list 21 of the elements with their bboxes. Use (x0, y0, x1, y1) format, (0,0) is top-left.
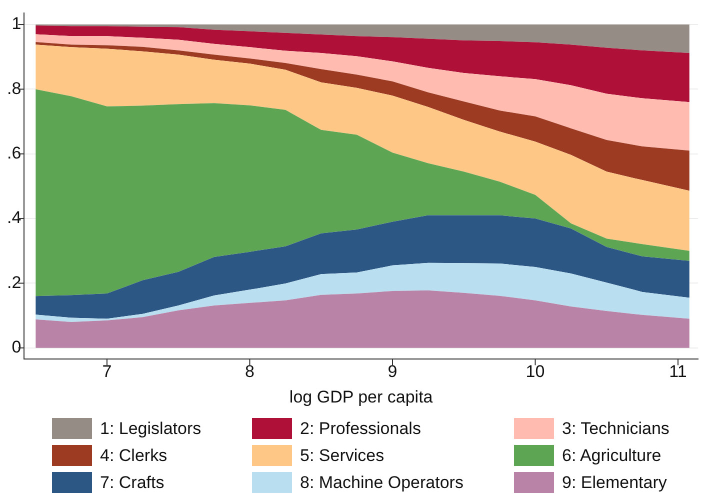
x-tick-label: 8 (245, 362, 254, 382)
y-tick-label: 0 (12, 338, 22, 357)
legend-label: 7: Crafts (100, 472, 164, 492)
y-tick-label: .8 (6, 78, 22, 98)
x-tick-label: 7 (102, 362, 112, 382)
x-tick-label: 9 (388, 362, 398, 382)
y-tick-label: 1 (12, 14, 22, 34)
legend-label: 3: Technicians (562, 418, 670, 438)
x-tick-label: 10 (526, 362, 545, 382)
x-axis-title: log GDP per capita (289, 387, 434, 406)
y-tick-label: .4 (6, 208, 22, 228)
legend-label: 4: Clerks (100, 446, 168, 466)
y-tick-label: .2 (6, 272, 22, 292)
legend-label: 5: Services (300, 446, 384, 466)
legend-label: 1: Legislators (100, 418, 202, 438)
legend-label: 9: Elementary (562, 472, 667, 492)
y-tick-label: .6 (6, 144, 22, 163)
x-tick-label: 11 (669, 362, 687, 382)
legend-label: 8: Machine Operators (300, 472, 464, 492)
legend-label: 6: Agriculture (562, 446, 662, 466)
legend-label: 2: Professionals (300, 418, 421, 438)
